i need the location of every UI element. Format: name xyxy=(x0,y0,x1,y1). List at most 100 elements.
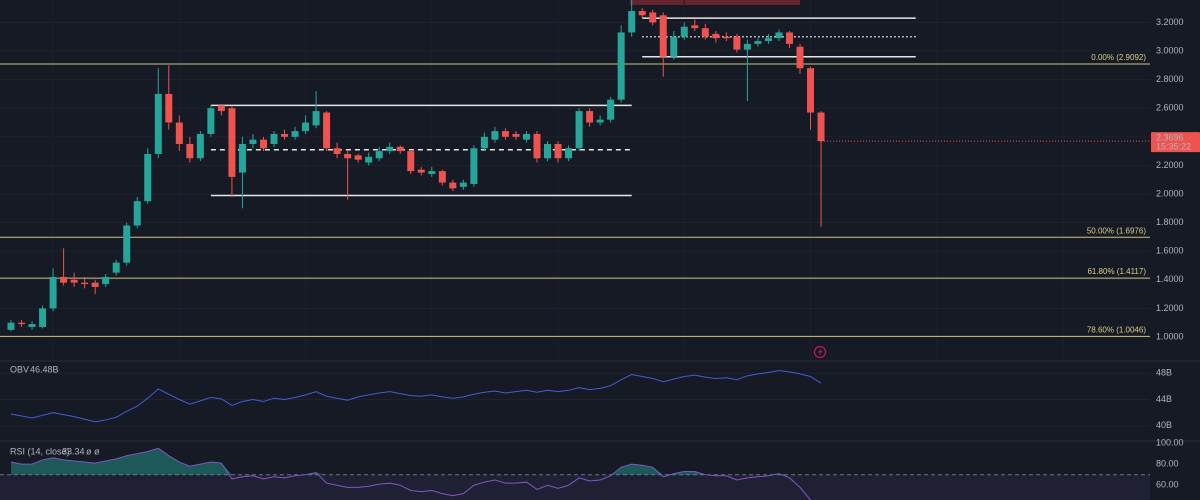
candle-body xyxy=(91,282,99,287)
candle-body xyxy=(638,11,646,16)
candle-body xyxy=(407,151,415,172)
rsi-tick-label: 60.00 xyxy=(1156,480,1179,490)
candle-body xyxy=(154,93,162,154)
last-price-tag xyxy=(1151,132,1200,153)
y-tick-label: 1.4000 xyxy=(1156,274,1184,284)
y-tick-label: 3.2000 xyxy=(1156,17,1184,27)
candle-body xyxy=(628,11,636,33)
candle-body xyxy=(575,111,583,149)
candle-body xyxy=(617,32,625,100)
candle-body xyxy=(7,322,15,330)
candle-body xyxy=(649,12,657,23)
candle-body xyxy=(281,133,289,137)
y-tick-label: 2.8000 xyxy=(1156,74,1184,84)
candle-body xyxy=(565,148,573,159)
candle-body xyxy=(743,43,751,50)
candle-body xyxy=(754,41,762,44)
candle-body xyxy=(175,122,183,144)
candle-body xyxy=(228,108,236,177)
candle-body xyxy=(217,105,225,112)
y-tick-label: 1.0000 xyxy=(1156,331,1184,341)
obv-tick-label: 40B xyxy=(1156,420,1172,430)
candle-body xyxy=(449,182,457,189)
alert-icon[interactable] xyxy=(813,345,827,359)
candle-body xyxy=(712,33,720,39)
candle-body xyxy=(323,112,331,149)
price-axis: 1.0000 1.2000 1.4000 1.6000 1.8000 2.0000 2.20… xyxy=(1156,17,1184,490)
candle-body xyxy=(417,169,425,173)
fib-label: 78.60% (1.0046) xyxy=(1087,325,1146,334)
rsi-value: 33.34 xyxy=(62,446,85,456)
candle-body xyxy=(302,122,310,132)
candle-body xyxy=(459,182,467,187)
candle-body xyxy=(102,276,110,285)
fib-label: 0.00% (2.9092) xyxy=(1091,53,1146,62)
candle-body xyxy=(522,133,530,140)
candle-body xyxy=(701,28,709,37)
candle-body xyxy=(775,32,783,39)
candle-body xyxy=(470,148,478,185)
y-tick-label: 2.0000 xyxy=(1156,188,1184,198)
last-price: 2.3696 xyxy=(1156,133,1184,143)
y-tick-label: 1.2000 xyxy=(1156,303,1184,313)
candle-body xyxy=(365,156,373,163)
candle-body xyxy=(785,32,793,44)
candle-body xyxy=(70,279,78,283)
candle-body xyxy=(49,276,57,309)
candle-body xyxy=(722,36,730,39)
candle-body xyxy=(375,151,383,159)
candle-body xyxy=(165,93,173,123)
candle-body xyxy=(291,131,299,137)
candle-body xyxy=(428,171,436,174)
candle-body xyxy=(659,15,667,57)
candle-body xyxy=(112,262,120,273)
y-tick-label: 2.2000 xyxy=(1156,160,1184,170)
candle-body xyxy=(796,46,804,69)
candle-body xyxy=(354,155,362,160)
obv-pane xyxy=(0,370,1150,427)
candle-body xyxy=(238,143,246,173)
candle-body xyxy=(764,38,772,42)
candle-body xyxy=(18,322,26,325)
candle-body xyxy=(491,131,499,140)
candle-body xyxy=(586,111,594,123)
candle-body xyxy=(396,146,404,152)
fib-label: 61.80% (1.4117) xyxy=(1087,267,1146,276)
fib-label: 50.00% (1.6976) xyxy=(1087,226,1146,235)
candle-body xyxy=(607,99,615,120)
price-pane xyxy=(0,0,1150,338)
y-tick-label: 1.6000 xyxy=(1156,246,1184,256)
candle-body xyxy=(733,36,741,50)
obv-title: OBV xyxy=(10,364,29,374)
rsi-overbought-fill xyxy=(11,448,822,475)
candle-body xyxy=(670,36,678,57)
candle-body xyxy=(544,143,552,159)
candle-body xyxy=(259,139,267,149)
candle-body xyxy=(386,146,394,152)
rsi-pane xyxy=(0,447,1150,500)
obv-tick-label: 44B xyxy=(1156,394,1172,404)
candle-body xyxy=(312,111,320,126)
candle-body xyxy=(196,133,204,159)
candle-body xyxy=(133,201,141,226)
rsi-flags: ø ø xyxy=(86,446,100,456)
zone xyxy=(630,0,800,5)
candle-body xyxy=(186,143,194,159)
rsi-band xyxy=(0,474,1150,500)
candle-body xyxy=(123,225,131,263)
candle-body xyxy=(81,282,89,285)
y-tick-label: 3.0000 xyxy=(1156,45,1184,55)
candle-body xyxy=(28,324,36,327)
y-tick-label: 1.8000 xyxy=(1156,217,1184,227)
candle-body xyxy=(501,131,509,137)
candle-body xyxy=(438,171,446,183)
candle-body xyxy=(39,308,47,327)
candle-body xyxy=(817,112,825,142)
candle-body xyxy=(596,119,604,123)
rsi-line xyxy=(10,447,812,500)
obv-line xyxy=(10,370,822,423)
rsi-tick-label: 100.00 xyxy=(1156,437,1184,447)
y-tick-label: 2.6000 xyxy=(1156,103,1184,113)
